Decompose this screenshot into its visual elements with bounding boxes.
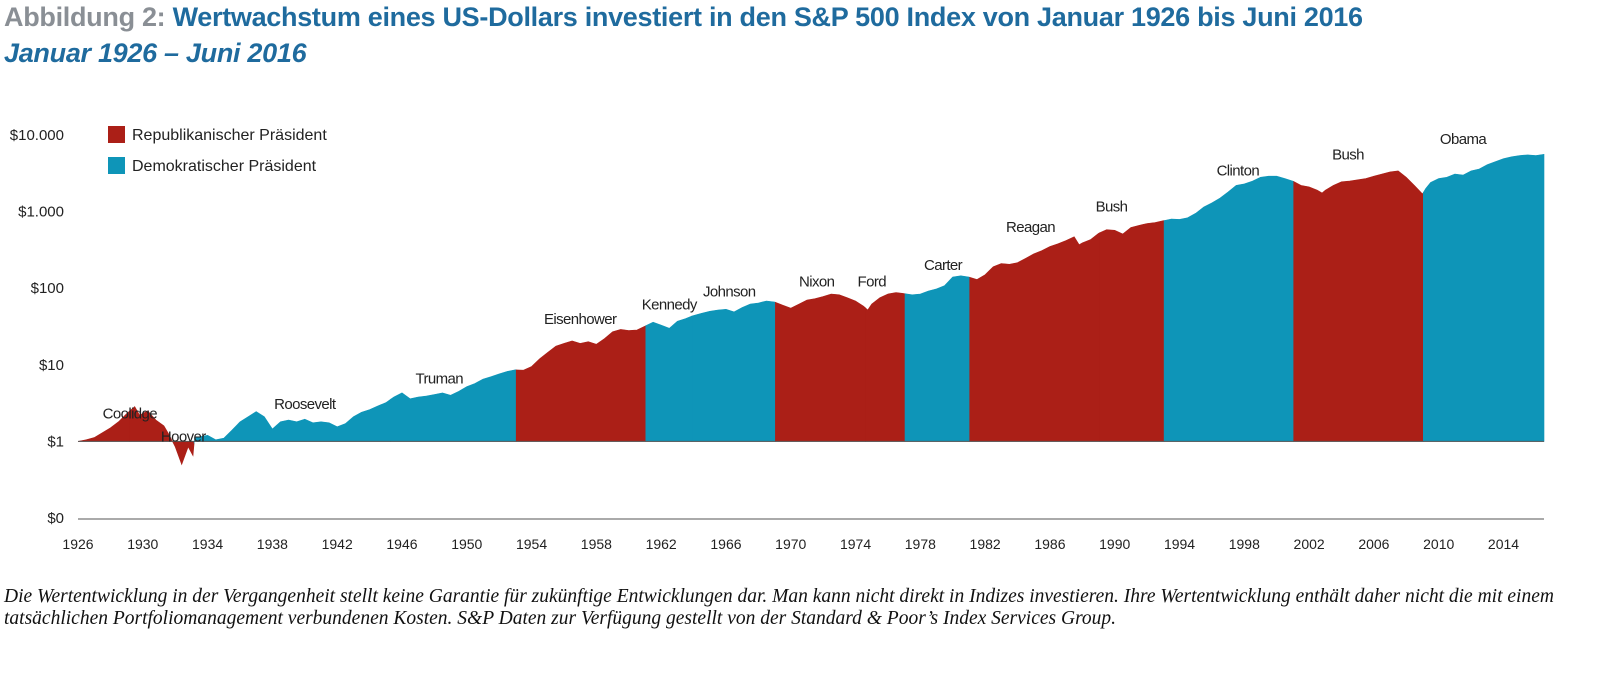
area-segment-15: [1423, 153, 1545, 442]
president-label-2: Hoover: [161, 428, 206, 445]
x-axis-labels: 1926 1930 1934 1938 1942 1946 1950 1954 1958 1962…: [62, 536, 1519, 552]
y-tick-label-4: $100: [31, 280, 64, 297]
x-tick-label-1950: 1950: [451, 536, 482, 552]
president-label-6: Kennedy: [642, 296, 698, 313]
president-label-3: Roosevelt: [274, 396, 337, 413]
x-tick-label-1986: 1986: [1034, 536, 1065, 552]
x-tick-label-1994: 1994: [1164, 536, 1195, 552]
x-tick-label-1938: 1938: [257, 536, 288, 552]
president-label-7: Johnson: [703, 283, 756, 300]
y-tick-label-5: $1.000: [18, 204, 64, 221]
area-segment-4: [390, 369, 517, 442]
legend-swatch-democrat: [108, 157, 125, 174]
x-tick-label-1926: 1926: [62, 536, 93, 552]
x-tick-label-1966: 1966: [710, 536, 741, 552]
president-label-13: Clinton: [1217, 163, 1260, 180]
legend-label-democrat: Demokratischer Präsident: [132, 158, 317, 175]
figure-number: Abbildung 2:: [4, 2, 166, 32]
y-tick-label-2: $1: [47, 433, 64, 450]
area-segments: [77, 153, 1545, 466]
president-label-12: Bush: [1096, 199, 1128, 216]
x-tick-label-1962: 1962: [646, 536, 677, 552]
x-tick-label-1958: 1958: [581, 536, 612, 552]
area-segment-9: [865, 292, 906, 442]
president-label-1: Coolidge: [103, 405, 158, 422]
area-segment-13: [1163, 175, 1294, 442]
x-tick-label-1946: 1946: [386, 536, 417, 552]
x-tick-label-1978: 1978: [905, 536, 936, 552]
y-tick-label-6: $10.000: [10, 127, 64, 144]
x-tick-label-2006: 2006: [1358, 536, 1389, 552]
area-segment-11: [969, 232, 1100, 442]
legend: Republikanischer Präsident Demokratischer…: [108, 126, 327, 175]
chart-title-text: Wertwachstum eines US-Dollars investiert…: [172, 2, 1363, 32]
president-label-4: Truman: [415, 371, 463, 388]
area-segment-10: [904, 275, 970, 442]
chart-title: Abbildung 2: Wertwachstum eines US-Dolla…: [4, 2, 1363, 33]
president-label-14: Bush: [1332, 146, 1364, 163]
y-tick-label-3: $10: [39, 357, 64, 374]
x-tick-label-1998: 1998: [1229, 536, 1260, 552]
x-tick-label-1990: 1990: [1099, 536, 1130, 552]
area-segment-2: [129, 406, 195, 466]
president-label-9: Ford: [858, 274, 887, 291]
area-segment-7: [691, 300, 776, 442]
x-tick-label-1970: 1970: [775, 536, 806, 552]
x-tick-label-1934: 1934: [192, 536, 223, 552]
x-tick-label-1954: 1954: [516, 536, 547, 552]
president-label-10: Carter: [924, 257, 963, 274]
axes: [78, 440, 1544, 520]
chart-canvas: $0 $1 $10 $100 $1.000 $10.000 1926 1930 1934 193…: [10, 126, 1545, 552]
x-tick-label-2014: 2014: [1488, 536, 1519, 552]
x-tick-label-2010: 2010: [1423, 536, 1454, 552]
y-axis-labels: $0 $1 $10 $100 $1.000 $10.000: [10, 127, 64, 527]
legend-swatch-republican: [108, 126, 125, 143]
president-label-8: Nixon: [799, 274, 835, 291]
y-tick-label-1: $0: [47, 510, 64, 527]
area-segment-8: [775, 293, 866, 442]
x-tick-label-1982: 1982: [970, 536, 1001, 552]
area-segment-14: [1293, 170, 1424, 442]
x-tick-label-2002: 2002: [1294, 536, 1325, 552]
president-label-5: Eisenhower: [544, 311, 617, 328]
chart-subtitle: Januar 1926 – Juni 2016: [4, 38, 307, 68]
x-tick-label-1974: 1974: [840, 536, 871, 552]
area-segment-5: [515, 325, 647, 442]
x-tick-label-1942: 1942: [322, 536, 353, 552]
president-label-15: Obama: [1440, 131, 1487, 148]
legend-label-republican: Republikanischer Präsident: [132, 127, 327, 144]
area-segment-6: [645, 315, 693, 442]
area-segment-12: [1099, 220, 1165, 442]
area-segment-3: [193, 398, 391, 444]
x-tick-label-1930: 1930: [127, 536, 158, 552]
president-label-11: Reagan: [1006, 219, 1055, 236]
footnote: Die Wertentwicklung in der Vergangenheit…: [4, 586, 1554, 629]
